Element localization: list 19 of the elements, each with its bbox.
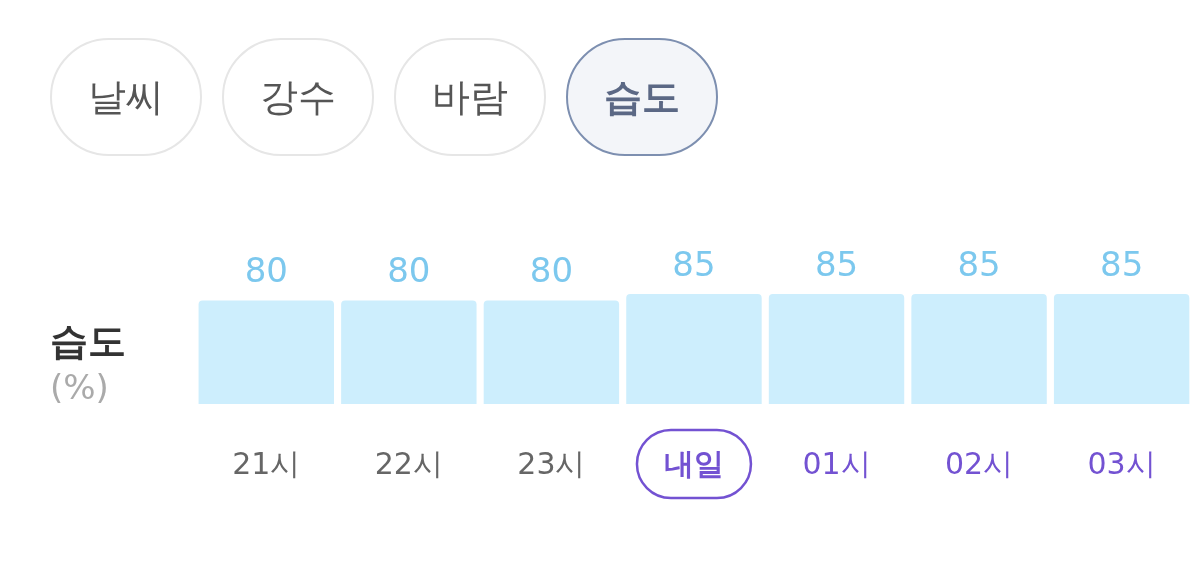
data-label: 85 xyxy=(672,243,716,284)
tab: 강수 xyxy=(222,38,374,156)
x-tick-label: 23시 xyxy=(517,445,586,481)
x-tick-label: 22시 xyxy=(374,445,443,481)
x-tick-label: 01시 xyxy=(802,445,871,481)
y-axis-title: 습도 (%) xyxy=(50,318,126,409)
data-label: 85 xyxy=(957,243,1001,284)
data-label: 80 xyxy=(244,250,288,291)
x-tick-label: 02시 xyxy=(944,445,1014,481)
tab: 바람 xyxy=(394,38,546,156)
data-label: 80 xyxy=(387,250,431,291)
tab: 습도 xyxy=(566,38,718,156)
data-label: 80 xyxy=(529,250,574,291)
tab: 날씨 xyxy=(50,38,202,156)
x-tick-label: 03시 xyxy=(1087,445,1156,481)
data-label: 85 xyxy=(814,243,859,284)
x-tick-label: 내일 xyxy=(663,445,724,481)
data-label: 85 xyxy=(1099,243,1144,284)
x-tick-label: 21시 xyxy=(232,445,301,481)
